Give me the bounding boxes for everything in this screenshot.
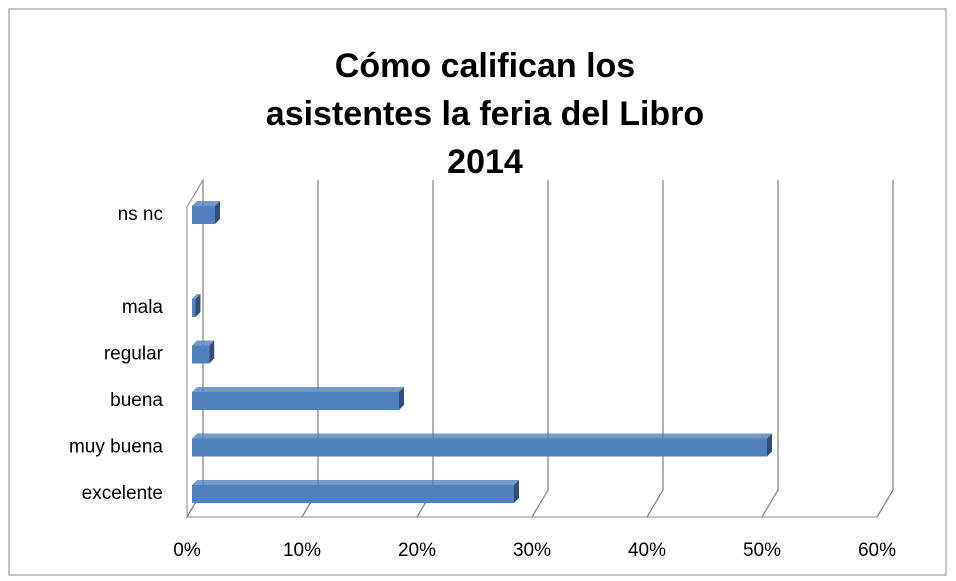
x-tick-label: 50%	[743, 540, 781, 561]
bar-top	[192, 201, 220, 206]
x-tick-label: 10%	[283, 540, 321, 561]
y-tick-label: mala	[122, 297, 164, 318]
bar-front	[192, 299, 196, 317]
x-tick-label: 30%	[513, 540, 551, 561]
bar-side	[399, 387, 404, 410]
bar	[192, 387, 404, 410]
bar	[192, 480, 519, 503]
grid-line	[761, 180, 779, 518]
bar-top	[192, 433, 772, 439]
bar-front	[192, 206, 215, 224]
x-tick-label: 20%	[398, 540, 436, 561]
grid-line	[876, 180, 894, 518]
x-tick-label: 0%	[173, 540, 201, 561]
bar	[192, 294, 201, 317]
bar-front	[192, 345, 210, 364]
chart-title: Cómo califican los asistentes la feria d…	[265, 47, 705, 181]
bar-side	[195, 294, 201, 317]
y-tick-label: ns nc	[118, 204, 163, 225]
bar-front	[192, 392, 399, 410]
x-tick-label: 60%	[858, 540, 896, 561]
y-tick-label: buena	[110, 390, 163, 411]
bar	[192, 340, 215, 364]
bar-top	[192, 387, 404, 392]
grid-line	[531, 180, 549, 518]
y-tick-label: regular	[104, 344, 164, 365]
y-tick-label: muy buena	[69, 437, 163, 458]
bar-side	[209, 340, 215, 364]
bar-front	[192, 485, 514, 503]
bar	[192, 433, 772, 457]
bar-top	[192, 340, 215, 346]
bar-top	[192, 480, 519, 485]
bar	[192, 201, 220, 224]
bar-side	[215, 201, 220, 224]
bar-top	[192, 294, 201, 299]
bar-side	[767, 433, 772, 457]
grid-line	[646, 180, 664, 518]
x-tick-label: 40%	[628, 540, 666, 561]
bar-side	[514, 480, 519, 503]
bar-front	[192, 438, 767, 457]
y-tick-label: excelente	[82, 483, 163, 504]
